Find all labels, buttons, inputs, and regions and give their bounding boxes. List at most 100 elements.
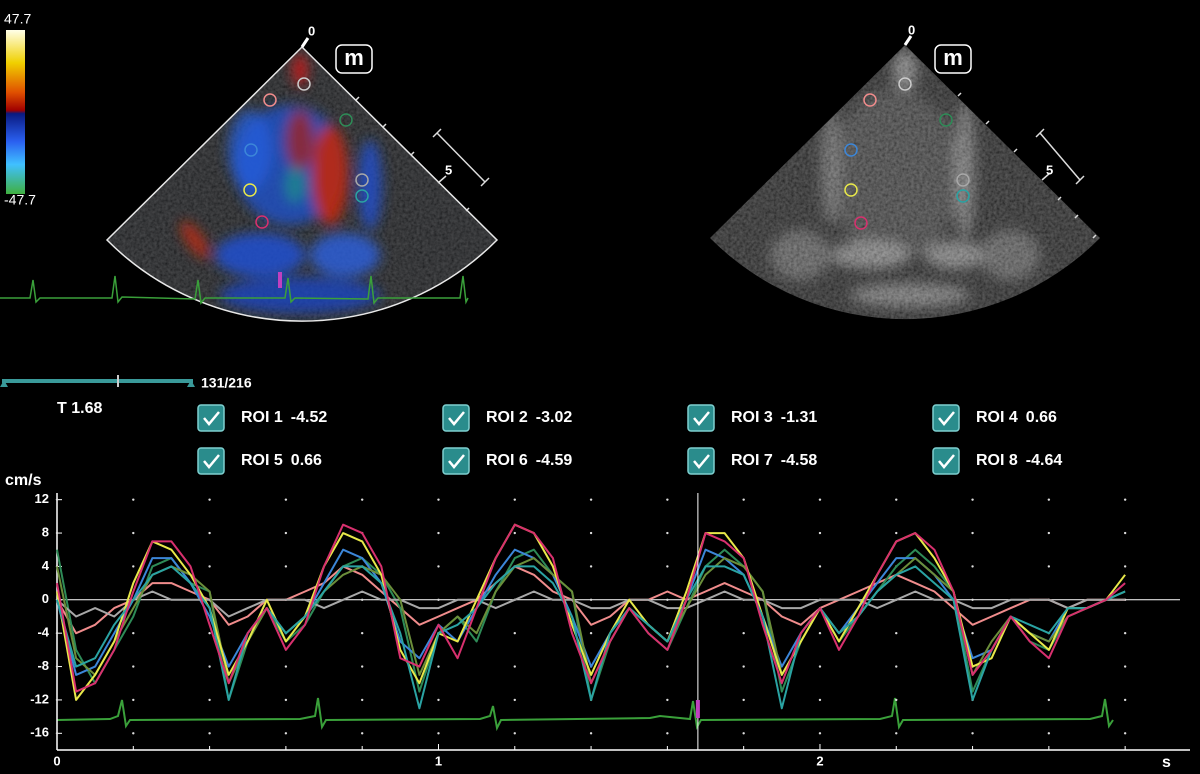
y-tick-label: -8: [37, 658, 49, 673]
cursor-label: T: [57, 400, 67, 417]
grid-dot: [818, 531, 822, 535]
color-bar: [6, 30, 25, 194]
grid-dot: [666, 565, 669, 568]
grid-dot: [132, 565, 135, 568]
cursor-time: T 1.68: [57, 400, 102, 417]
grid-dot: [666, 698, 669, 702]
grid-dot: [971, 565, 974, 568]
frame-slider[interactable]: [0, 375, 195, 387]
grid-dot: [666, 732, 669, 735]
check-mark: [203, 454, 220, 469]
checkbox[interactable]: [687, 447, 715, 475]
grid-dot: [1123, 631, 1127, 635]
legend-value: 0.66: [291, 452, 322, 469]
grid-dot: [971, 531, 974, 535]
depth-start: 0: [308, 23, 315, 38]
legend-value: 0.66: [1026, 409, 1057, 426]
grid-dot: [284, 531, 288, 535]
grid-dot: [895, 665, 898, 668]
checkbox[interactable]: [197, 447, 225, 475]
check-mark: [938, 454, 955, 469]
grid-dot: [971, 598, 974, 602]
grid-dot: [589, 631, 593, 635]
grid-dot: [1047, 498, 1051, 501]
y-tick-label: 0: [42, 591, 49, 606]
grid-dot: [971, 631, 974, 635]
grid-dot: [132, 665, 135, 668]
grid-dot: [666, 498, 669, 501]
grid-dot: [589, 598, 593, 602]
check-mark: [448, 411, 465, 426]
check-mark: [693, 454, 710, 469]
legend-value: -4.59: [536, 452, 573, 469]
grid-dot: [666, 531, 669, 535]
grid-dot: [1047, 698, 1051, 702]
grid-dot: [1047, 665, 1051, 668]
grid-dot: [360, 732, 364, 735]
grid-dot: [513, 498, 516, 501]
grid-dot: [895, 531, 898, 535]
grid-dot: [818, 565, 822, 568]
legend-item[interactable]: ROI 7 -4.58: [687, 447, 817, 475]
legend-text: ROI 7 -4.58: [731, 452, 817, 469]
legend-name: ROI 8: [976, 452, 1018, 469]
checkbox[interactable]: [442, 447, 470, 475]
grid-dot: [1123, 498, 1127, 501]
frame-counter: 131/216: [201, 375, 252, 391]
badge-label: m: [344, 45, 364, 70]
cursor-value: 1.68: [71, 400, 102, 417]
legend-item[interactable]: ROI 6 -4.59: [442, 447, 573, 475]
x-tick-label: 1: [435, 753, 442, 768]
legend-value: -1.31: [781, 409, 818, 426]
grid-dot: [513, 631, 516, 635]
legend-name: ROI 1: [241, 409, 283, 426]
grid-dot: [742, 498, 745, 501]
grid-dot: [1047, 732, 1051, 735]
grid-dot: [666, 631, 669, 635]
check-mark: [448, 454, 465, 469]
grid-dot: [132, 531, 135, 535]
legend-item[interactable]: ROI 3 -1.31: [687, 404, 817, 432]
checkbox[interactable]: [932, 447, 960, 475]
grid-dot: [1123, 732, 1127, 735]
checkbox[interactable]: [197, 404, 225, 432]
legend-item[interactable]: ROI 8 -4.64: [932, 447, 1062, 475]
legend-name: ROI 7: [731, 452, 773, 469]
legend-item[interactable]: ROI 2 -3.02: [442, 404, 573, 432]
legend-item[interactable]: ROI 4 0.66: [932, 404, 1057, 432]
grid-dot: [742, 732, 745, 735]
grid-dot: [132, 732, 135, 735]
legend-text: ROI 8 -4.64: [976, 452, 1062, 469]
legend-name: ROI 3: [731, 409, 773, 426]
grid-dot: [208, 631, 211, 635]
legend-item[interactable]: ROI 5 0.66: [197, 447, 322, 475]
grid-dot: [55, 631, 59, 635]
grid-dot: [437, 565, 440, 568]
legend-text: ROI 4 0.66: [976, 409, 1057, 426]
grid-dot: [818, 631, 822, 635]
check-mark: [938, 411, 955, 426]
grid-dot: [437, 698, 440, 702]
grid-dot: [1047, 565, 1051, 568]
legend-value: -3.02: [536, 409, 573, 426]
legend-name: ROI 4: [976, 409, 1018, 426]
legend-text: ROI 5 0.66: [241, 452, 322, 469]
color-bar-min: -47.7: [4, 192, 36, 208]
grid-dot: [55, 698, 59, 702]
legend-item[interactable]: ROI 1 -4.52: [197, 404, 327, 432]
grid-dot: [437, 498, 440, 501]
checkbox[interactable]: [442, 404, 470, 432]
x-tick-label: 0: [53, 753, 60, 768]
y-tick-label: 4: [42, 558, 50, 573]
grid-dot: [1123, 531, 1127, 535]
grid-dot: [360, 598, 364, 602]
badge-label: m: [943, 45, 963, 70]
series-line: [56, 565, 1126, 635]
checkbox[interactable]: [932, 404, 960, 432]
grid-dot: [742, 665, 745, 668]
checkbox[interactable]: [687, 404, 715, 432]
grid-dot: [589, 732, 593, 735]
grid-dot: [666, 665, 669, 668]
legend-name: ROI 5: [241, 452, 283, 469]
legend-text: ROI 3 -1.31: [731, 409, 817, 426]
